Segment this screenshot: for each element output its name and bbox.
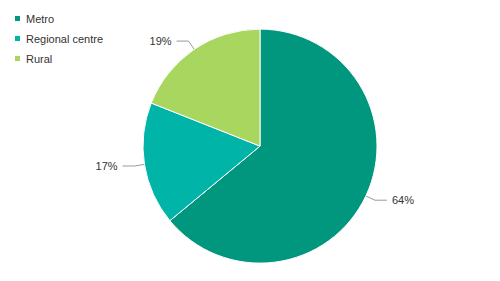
svg-text:64%: 64% <box>392 194 414 206</box>
svg-text:Metro: Metro <box>26 13 54 25</box>
svg-text:Regional centre: Regional centre <box>26 33 103 45</box>
svg-text:Rural: Rural <box>26 53 52 65</box>
svg-text:19%: 19% <box>150 35 172 47</box>
svg-text:17%: 17% <box>96 160 118 172</box>
